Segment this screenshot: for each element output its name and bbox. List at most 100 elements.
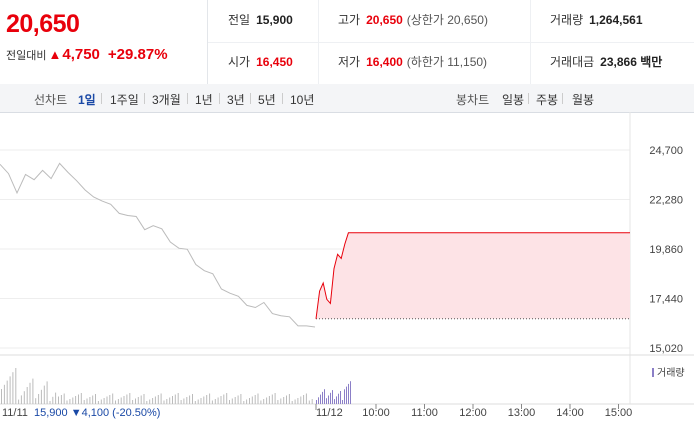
volume-bar	[246, 399, 248, 404]
volume-bar	[320, 394, 321, 404]
volume-bar	[217, 397, 219, 404]
volume-bars	[1, 368, 351, 404]
volume-bar	[78, 394, 79, 404]
volume-bar	[283, 397, 285, 404]
volume-legend-swatch	[652, 368, 654, 377]
volume-bar	[338, 393, 339, 404]
tab-weekly-candle[interactable]: 주봉	[536, 93, 559, 107]
tab-divider	[144, 93, 145, 104]
amount-label: 거래대금	[550, 55, 595, 69]
volume-bar	[243, 401, 245, 404]
volume-bar	[26, 387, 28, 404]
volume-bar	[271, 394, 273, 404]
tab-10year[interactable]: 10년	[290, 93, 315, 107]
volume-bar	[318, 397, 319, 404]
volume-bar	[163, 400, 165, 404]
volume-bar	[311, 399, 313, 404]
tab-1week[interactable]: 1주일	[110, 93, 139, 107]
volume-bar	[297, 398, 299, 404]
volume-bar	[129, 393, 131, 404]
volume-bar	[203, 396, 205, 404]
volume-bar	[140, 395, 142, 404]
volume-bar	[75, 396, 77, 404]
volume-bar	[234, 397, 236, 404]
volume-bar	[194, 401, 196, 404]
axis-labels: 24,700 22,280 19,860 17,440 15,020 거래량 11/11 15…	[2, 145, 685, 419]
volume-bar	[344, 389, 345, 404]
line-chart-label: 선차트	[34, 93, 68, 107]
high-cell: 고가 20,650 (상한가 20,650)	[338, 11, 488, 28]
volume-bar	[257, 393, 259, 404]
open-label: 시가	[228, 55, 251, 69]
tab-divider	[101, 93, 102, 104]
tab-monthly-candle[interactable]: 월봉	[572, 93, 595, 107]
volume-bar	[346, 386, 347, 404]
volume-bar	[348, 383, 349, 404]
open-value: 16,450	[256, 55, 293, 69]
tab-3month[interactable]: 3개월	[152, 93, 181, 107]
volume-bar	[166, 399, 168, 404]
volume-bar	[160, 393, 162, 404]
volume-bar	[332, 390, 333, 404]
volume-bar	[20, 395, 22, 404]
volume-bar	[322, 391, 323, 404]
volume-bar	[268, 396, 270, 404]
tab-1day[interactable]: 1일	[78, 93, 96, 107]
volume-bar	[326, 398, 327, 404]
volume-bar	[126, 394, 128, 404]
volume-bar	[49, 401, 51, 404]
y-tick-label: 22,280	[649, 195, 683, 207]
volume-bar	[23, 391, 25, 404]
volume-bar	[80, 393, 82, 404]
tab-3year[interactable]: 3년	[227, 93, 245, 107]
volume-bar	[40, 389, 42, 404]
today-date-label: 11/12	[316, 407, 343, 419]
today-series	[315, 232, 630, 319]
volume-bar	[277, 400, 279, 404]
volume-bar	[350, 381, 351, 404]
amount-value: 23,866 백만	[600, 55, 663, 69]
x-tick-label: 12:00	[459, 407, 487, 419]
volume-bar	[209, 393, 211, 404]
volume-bar	[32, 378, 34, 404]
volume-bar	[112, 393, 114, 404]
tab-1year[interactable]: 1년	[195, 93, 213, 107]
volume-bar	[340, 391, 341, 404]
tab-5year[interactable]: 5년	[258, 93, 276, 107]
up-arrow-icon: ▲	[48, 47, 62, 62]
prev-close-cell: 전일 15,900	[228, 11, 293, 28]
x-tick-label: 11:00	[411, 407, 438, 419]
volume-bar	[300, 396, 302, 404]
volume-bar	[186, 397, 188, 404]
volume-bar	[72, 397, 74, 404]
prev-day-series	[0, 162, 316, 328]
volume-bar	[172, 396, 173, 404]
lower-limit: (하한가 11,150)	[406, 55, 488, 69]
volume-bar	[308, 400, 310, 404]
price-box: 20,650 전일대비 ▲4,750 +29.87%	[0, 0, 208, 84]
volume-bar	[223, 394, 225, 404]
volume-bar	[180, 400, 182, 404]
volume-bar	[117, 399, 119, 404]
candle-chart-label: 봉차트	[456, 93, 490, 107]
volume-bar	[211, 400, 213, 404]
volume-bar	[288, 394, 290, 404]
volume-bar	[115, 400, 116, 404]
open-cell: 시가 16,450	[228, 53, 293, 70]
prev-close-value: 15,900	[256, 13, 293, 27]
volume-bar	[260, 400, 262, 404]
volume-bar	[89, 397, 91, 404]
volume-bar	[177, 393, 179, 404]
today-fill	[316, 232, 630, 320]
volume-bar	[251, 396, 253, 404]
volume-bar	[192, 394, 193, 404]
y-tick-label: 15,020	[649, 343, 683, 355]
quote-panel: 20,650 전일대비 ▲4,750 +29.87% 전일 15,900 고가 20,6…	[0, 0, 694, 85]
volume-bar	[152, 398, 154, 404]
volume-bar	[137, 397, 139, 404]
change-label: 전일대비	[6, 50, 47, 62]
volume-bar	[291, 401, 293, 404]
tab-daily-candle[interactable]: 일봉	[502, 93, 525, 107]
volume-bar	[189, 395, 191, 404]
volume-bar	[1, 389, 2, 404]
